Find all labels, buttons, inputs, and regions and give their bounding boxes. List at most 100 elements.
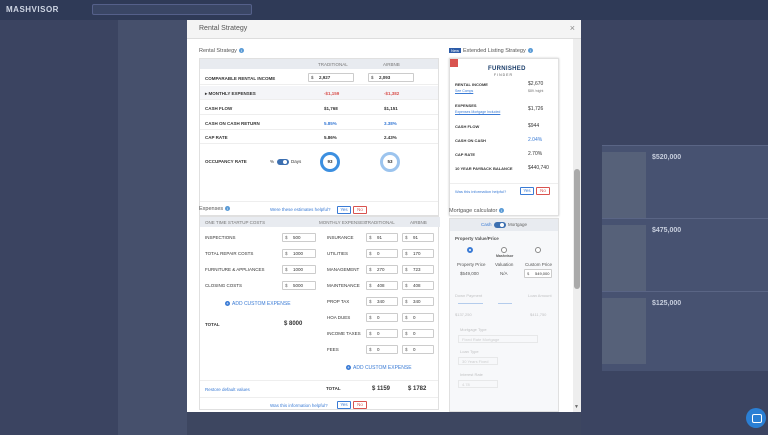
furnished-finder-logo-sub: FINDER	[494, 73, 514, 77]
modal-title: Rental Strategy	[199, 25, 248, 32]
els-label: 10 YEAR PAYBACK BALANCE	[455, 166, 513, 171]
close-icon[interactable]: ×	[569, 23, 575, 33]
no-button[interactable]: No	[353, 401, 367, 409]
prop-tax-traditional-input[interactable]: $340	[366, 297, 398, 306]
monthly-label: MANAGEMENT	[327, 267, 360, 272]
fees-airbnb-input[interactable]: $0	[402, 345, 434, 354]
yes-button[interactable]: Yes	[337, 401, 351, 409]
modal-header: Rental Strategy ×	[187, 20, 581, 39]
mortgage-option[interactable]: Mortgage	[508, 222, 528, 227]
insurance-airbnb-input[interactable]: $91	[402, 233, 434, 242]
add-monthly-expense-button[interactable]: ADD CUSTOM EXPENSE	[346, 365, 412, 371]
listing-price: $475,000	[652, 227, 682, 234]
property-price-radio[interactable]	[467, 247, 473, 253]
els-label: EXPENSES	[455, 103, 477, 108]
cash-option[interactable]: Cash	[481, 222, 492, 227]
mortgage-type-select[interactable]: Fixed Rate Mortgage	[458, 335, 538, 343]
custom-price-input[interactable]: $549,000	[524, 269, 552, 278]
expenses-heading: Expenses i	[199, 206, 231, 212]
down-payment-slider[interactable]	[458, 303, 483, 304]
yes-button[interactable]: Yes	[337, 206, 351, 214]
listing-card[interactable]: $520,000	[602, 145, 768, 225]
property-price-value: $549,000	[460, 271, 479, 276]
modal-scrollbar[interactable]: ▼	[573, 39, 581, 412]
days-label: Days	[291, 159, 302, 164]
fees-traditional-input[interactable]: $0	[366, 345, 398, 354]
info-icon[interactable]: i	[527, 48, 533, 54]
prop-tax-airbnb-input[interactable]: $340	[402, 297, 434, 306]
expenses-table: ONE TIME STARTUP COSTS MONTHLY EXPENSES …	[199, 216, 440, 411]
feedback-question: Was this information helpful?	[270, 403, 328, 408]
value-airbnb: $1,151	[384, 106, 398, 111]
management-traditional-input[interactable]: $270	[366, 265, 398, 274]
repair-costs-input[interactable]: $1000	[282, 249, 316, 258]
management-airbnb-input[interactable]: $723	[402, 265, 434, 274]
table-row[interactable]: ▸ MONTHLY EXPENSES -$1,159 -$1,382	[200, 86, 438, 100]
table-row: COMPARABLE RENTAL INCOME $2,927 $2,093	[200, 71, 438, 85]
monthly-expenses-toggle[interactable]: ▸ MONTHLY EXPENSES	[205, 91, 256, 96]
property-price-label: Property Price	[457, 262, 486, 267]
listing-price: $520,000	[652, 154, 682, 161]
monthly-label: INCOME TAXES	[327, 331, 361, 336]
extended-strategy-card: FURNISHED FINDER RENTAL INCOME See Comps…	[449, 58, 559, 216]
add-startup-expense-button[interactable]: ADD CUSTOM EXPENSE	[225, 301, 291, 307]
utilities-airbnb-input[interactable]: $170	[402, 249, 434, 258]
rental-income-traditional-input[interactable]: $2,927	[308, 73, 354, 82]
mortgage-heading: Mortgage calculator i	[449, 208, 505, 214]
pct-label: %	[270, 159, 275, 164]
info-icon[interactable]: i	[499, 208, 505, 214]
monthly-label: MAINTENANCE	[327, 283, 360, 288]
startup-total-label: TOTAL	[205, 322, 220, 327]
maintenance-traditional-input[interactable]: $408	[366, 281, 398, 290]
loan-slider[interactable]	[498, 303, 512, 304]
occupancy-unit-toggle[interactable]	[277, 159, 289, 165]
no-button[interactable]: No	[536, 187, 550, 195]
see-comps-link[interactable]: See Comps	[455, 89, 474, 93]
cash-mortgage-toggle[interactable]	[494, 222, 506, 228]
utilities-traditional-input[interactable]: $0	[366, 249, 398, 258]
property-value-title: Property Value/Price	[455, 236, 499, 241]
scroll-thumb[interactable]	[574, 169, 580, 289]
listing-card[interactable]: $475,000	[602, 218, 768, 298]
maintenance-airbnb-input[interactable]: $408	[402, 281, 434, 290]
feedback-row: Was this information helpful? Yes No	[200, 397, 438, 411]
custom-price-radio[interactable]	[535, 247, 541, 253]
loan-type-select[interactable]: 30 Years Fixed	[458, 357, 498, 365]
income-taxes-traditional-input[interactable]: $0	[366, 329, 398, 338]
rental-income-airbnb-input[interactable]: $2,093	[368, 73, 414, 82]
row-label: OCCUPANCY RATE	[205, 159, 247, 164]
interest-rate-label: Interest Rate	[460, 372, 483, 377]
scroll-down-icon[interactable]: ▼	[574, 404, 579, 410]
inspections-input[interactable]: $500	[282, 233, 316, 242]
chat-icon[interactable]	[746, 408, 766, 428]
hoa-airbnb-input[interactable]: $0	[402, 313, 434, 322]
feedback-row: Was this information helpful? Yes No	[450, 183, 558, 197]
monthly-label: HOA DUES	[327, 315, 351, 320]
hoa-traditional-input[interactable]: $0	[366, 313, 398, 322]
monthly-label: INSURANCE	[327, 235, 354, 240]
app-logo[interactable]: MASHVISOR	[6, 5, 59, 14]
info-icon[interactable]: i	[225, 206, 231, 212]
info-icon[interactable]: i	[238, 48, 244, 54]
search-input[interactable]	[92, 4, 252, 15]
insurance-traditional-input[interactable]: $91	[366, 233, 398, 242]
valuation-radio[interactable]	[501, 247, 507, 253]
loan-amount-label: Loan Amount	[528, 293, 552, 298]
table-row: CASH ON CASH RETURN 5.85% 3.38%	[200, 116, 438, 130]
furniture-input[interactable]: $1000	[282, 265, 316, 274]
listing-card[interactable]: $125,000	[602, 291, 768, 371]
listing-thumbnail	[602, 298, 646, 364]
yes-button[interactable]: Yes	[520, 187, 534, 195]
closing-costs-input[interactable]: $5000	[282, 281, 316, 290]
col-airbnb: AIRBNB	[410, 220, 427, 225]
els-label: RENTAL INCOME	[455, 82, 488, 87]
interest-rate-input[interactable]: 4.78	[458, 380, 498, 388]
rental-strategy-modal: Rental Strategy × Rental Strategy i TRADI…	[187, 20, 581, 412]
restore-defaults-link[interactable]: Restore default values	[205, 387, 250, 392]
listing-thumbnail	[602, 225, 646, 291]
expenses-link[interactable]: Expenses Mortgage Included	[455, 110, 501, 114]
background-map[interactable]	[118, 20, 187, 435]
income-taxes-airbnb-input[interactable]: $0	[402, 329, 434, 338]
col-traditional: TRADITIONAL	[365, 220, 395, 225]
no-button[interactable]: No	[353, 206, 367, 214]
